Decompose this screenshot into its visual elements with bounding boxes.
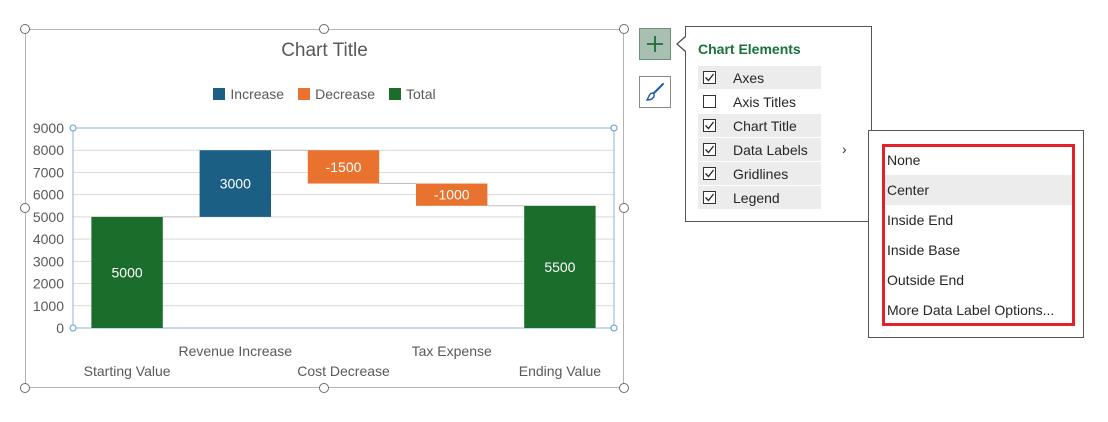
y-tick-label: 0 [56,320,64,336]
data-label: -1000 [434,187,470,203]
submenu-item-outside-end[interactable]: Outside End [887,272,965,288]
plus-icon [647,36,663,52]
paintbrush-icon [645,83,664,101]
checkmark-icon [705,193,715,202]
submenu-item-center[interactable]: Center [885,175,1072,205]
submenu-item-inside-end[interactable]: Inside End [887,212,954,228]
y-tick-label: 4000 [33,231,64,247]
legend-swatch-total [389,88,402,100]
legend-item-total: Total [389,86,436,102]
legend-swatch-increase [213,88,226,100]
chart-elements-button[interactable] [639,28,671,60]
waterfall-chart[interactable]: 0 1000 2000 3000 4000 5000 6000 7000 8000 9000 500… [0,0,660,400]
plot-area-handle [610,324,618,332]
chart-title[interactable]: Chart Title [281,40,368,61]
gridlines-label: Gridlines [733,165,789,182]
bar-increase [199,150,272,217]
data-label: 5000 [112,264,143,280]
resize-handle-bottom-right[interactable] [619,383,629,393]
bar-decrease [307,150,380,184]
axes-label: Axes [733,69,765,86]
chart-elements-panel: Chart Elements Axes Axis Titles Chart Ti… [685,26,872,222]
resize-handle-top-left[interactable] [20,24,30,34]
checkmark-icon [705,121,715,130]
submenu-item-none[interactable]: None [887,152,921,168]
submenu-item-more-options[interactable]: More Data Label Options... [887,302,1055,318]
panel-pointer-fill [678,37,686,51]
element-row-axis-titles[interactable]: Axis Titles [698,90,821,113]
resize-handle-top-right[interactable] [619,24,629,34]
y-tick-label: 8000 [33,142,64,158]
gridlines-checkbox[interactable] [703,167,716,180]
element-row-data-labels[interactable]: Data Labels [698,138,821,161]
axis-titles-checkbox[interactable] [703,95,716,108]
data-labels-label: Data Labels [733,141,808,158]
x-category-label: Tax Expense [412,343,492,359]
legend-label-decrease: Decrease [315,86,376,102]
submenu-item-inside-base[interactable]: Inside Base [887,242,961,258]
bar-total [524,205,596,328]
y-tick-label: 7000 [33,164,64,180]
legend-swatch-decrease [298,88,311,100]
y-tick-label: 1000 [33,298,64,314]
element-row-chart-title[interactable]: Chart Title [698,114,821,137]
axis-titles-label: Axis Titles [733,93,797,110]
legend-label-total: Total [406,86,436,102]
x-category-label: Ending Value [519,363,601,379]
bar-total [91,216,163,328]
data-labels-checkbox[interactable] [703,143,716,156]
element-row-axes[interactable]: Axes [698,66,821,89]
data-labels-submenu [868,130,1084,338]
legend-item-increase: Increase [213,86,284,102]
data-label: -1500 [326,159,362,175]
plot-area-handle [69,124,77,132]
bar-decrease [415,183,488,206]
legend-item-decrease: Decrease [298,86,375,102]
resize-handle-top[interactable] [319,24,329,34]
resize-handle-bottom-left[interactable] [20,383,30,393]
chevron-right-icon[interactable]: › [842,141,847,157]
x-category-label: Revenue Increase [178,343,292,359]
plot-area-border [72,127,615,329]
y-tick-label: 9000 [33,120,64,136]
resize-handle-right[interactable] [619,203,629,213]
resize-handle-bottom[interactable] [319,383,329,393]
element-row-gridlines[interactable]: Gridlines [698,162,821,185]
legend-checkbox[interactable] [703,191,716,204]
axes-checkbox[interactable] [703,71,716,84]
y-tick-label: 2000 [33,276,64,292]
data-label: 3000 [220,176,251,192]
y-tick-label: 5000 [33,209,64,225]
element-row-legend[interactable]: Legend [698,186,821,209]
checkmark-icon [705,169,715,178]
chart-styles-button[interactable] [639,76,671,108]
chart-title-checkbox[interactable] [703,119,716,132]
panel-title: Chart Elements [698,41,801,57]
chart-title-label: Chart Title [733,117,797,134]
checkmark-icon [705,73,715,82]
resize-handle-left[interactable] [20,203,30,213]
checkmark-icon [705,145,715,154]
y-tick-label: 3000 [33,253,64,269]
chart-legend[interactable]: Increase Decrease Total [25,86,624,102]
legend-label-increase: Increase [230,86,285,102]
y-tick-label: 6000 [33,187,64,203]
plot-area-handle [69,324,77,332]
highlight-box [882,144,1075,326]
x-category-label: Cost Decrease [297,363,390,379]
legend-label: Legend [733,189,780,206]
plot-area-handle [610,124,618,132]
data-label: 5500 [544,259,575,275]
x-category-label: Starting Value [84,363,171,379]
